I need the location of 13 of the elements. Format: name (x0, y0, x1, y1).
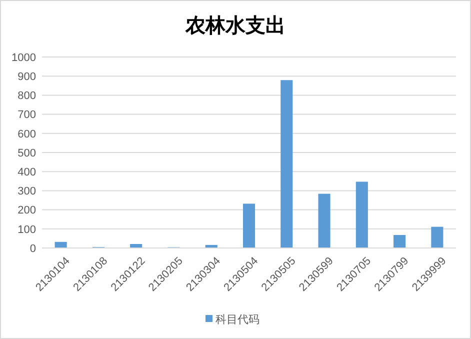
y-tick-label: 900 (18, 70, 36, 83)
y-tick-label: 0 (30, 242, 36, 255)
y-tick-label: 100 (18, 224, 36, 236)
y-tick-label: 300 (18, 186, 36, 198)
legend-label: 科目代码 (216, 314, 260, 326)
y-tick-label: 1000 (12, 52, 36, 64)
y-tick-label: 400 (18, 166, 36, 178)
y-tick-label: 800 (18, 90, 36, 102)
chart-title: 农林水支出 (184, 13, 286, 37)
y-tick-label: 200 (18, 204, 36, 217)
y-tick-label: 700 (18, 109, 36, 122)
y-tick-label: 600 (18, 128, 36, 140)
y-tick-label: 500 (18, 147, 36, 160)
